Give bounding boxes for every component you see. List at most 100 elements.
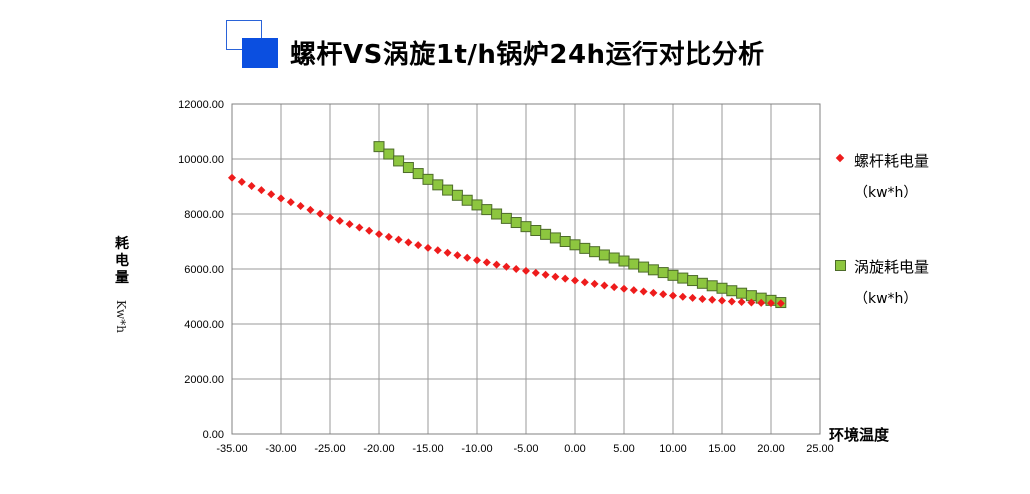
scroll-data-point	[618, 255, 630, 267]
scroll-data-point	[667, 269, 679, 281]
scroll-data-point	[696, 277, 708, 289]
screw-data-point	[453, 251, 462, 260]
scroll-data-point	[432, 179, 444, 191]
screw-data-point	[247, 181, 256, 190]
screw-data-point	[531, 268, 540, 277]
screw-data-point	[296, 202, 305, 211]
screw-data-point	[776, 299, 785, 308]
screw-data-point	[541, 270, 550, 279]
screw-data-point	[639, 287, 648, 296]
screw-data-point	[718, 296, 726, 305]
screw-data-point	[698, 294, 707, 303]
screw-data-point	[404, 238, 413, 247]
scroll-data-point	[481, 204, 493, 216]
x-tick-label: 0.00	[564, 443, 585, 455]
screw-data-point	[365, 226, 374, 235]
y-tick-label: 6000.00	[184, 264, 224, 276]
screw-data-point	[659, 290, 668, 299]
x-tick-label: 10.00	[659, 443, 687, 455]
screw-data-point	[757, 298, 766, 307]
title-icon	[226, 20, 282, 70]
scroll-data-point	[393, 155, 405, 167]
screw-data-point	[463, 253, 472, 262]
screw-data-point	[737, 298, 746, 306]
screw-data-point	[571, 276, 579, 285]
y-tick-label: 10000.00	[178, 154, 224, 166]
screw-data-point	[433, 246, 442, 255]
scroll-data-point	[510, 217, 522, 229]
chart-title: 螺杆VS涡旋1t/h锅炉24h运行对比分析	[290, 40, 765, 70]
scroll-data-point	[500, 212, 512, 224]
scroll-data-point	[520, 221, 532, 233]
scroll-data-point	[549, 232, 561, 244]
plot-frame	[231, 103, 821, 435]
scroll-data-point	[540, 228, 552, 240]
screw-data-point	[708, 295, 717, 304]
screw-data-point	[551, 272, 560, 281]
scroll-data-point	[373, 141, 385, 153]
scroll-data-point	[598, 249, 610, 261]
scroll-data-point	[451, 189, 463, 201]
screw-data-point	[394, 235, 403, 244]
screw-data-point	[443, 248, 452, 257]
screw-data-point	[345, 220, 354, 229]
screw-data-point	[335, 216, 344, 225]
y-tick-label: 8000.00	[184, 209, 224, 221]
scroll-data-point	[589, 246, 601, 258]
screw-data-point	[326, 213, 334, 222]
screw-data-point	[727, 297, 736, 306]
scroll-data-point	[461, 194, 473, 206]
screw-data-point	[306, 205, 315, 214]
scroll-data-point	[559, 236, 571, 247]
y-axis-unit: Kw*h	[114, 300, 128, 333]
scroll-data-point	[726, 285, 738, 297]
screw-data-point	[228, 173, 236, 182]
screw-data-point	[580, 278, 589, 287]
legend-label-scroll: 涡旋耗电量	[854, 258, 930, 276]
screw-data-point	[414, 241, 423, 250]
screw-data-point	[424, 243, 432, 252]
scroll-data-point	[402, 162, 414, 174]
screw-data-point	[237, 177, 246, 186]
x-tick-label: 25.00	[806, 443, 834, 455]
screw-data-point	[482, 258, 491, 267]
scroll-data-point	[687, 275, 699, 287]
screw-data-point	[600, 281, 609, 290]
y-tick-label: 2000.00	[184, 374, 224, 386]
scroll-data-point	[442, 184, 454, 196]
scroll-data-point	[628, 258, 640, 270]
screw-data-point	[649, 288, 658, 297]
x-tick-label: -30.00	[265, 443, 296, 455]
scroll-data-point	[608, 252, 620, 264]
screw-data-point	[561, 274, 570, 283]
x-tick-label: 20.00	[757, 443, 785, 455]
x-axis-label: 环境温度	[829, 426, 890, 444]
scroll-data-point	[706, 280, 718, 292]
x-tick-label: -10.00	[461, 443, 492, 455]
scroll-data-point	[647, 264, 659, 276]
screw-data-point	[590, 279, 599, 288]
screw-data-point	[610, 283, 619, 292]
scroll-data-point	[579, 242, 591, 254]
scroll-data-point	[491, 208, 503, 220]
x-tick-label: -25.00	[314, 443, 345, 455]
screw-data-point	[629, 286, 638, 295]
screw-data-point	[669, 291, 677, 300]
screw-data-point	[688, 293, 697, 302]
screw-data-point	[355, 223, 364, 232]
x-tick-label: -5.00	[513, 443, 538, 455]
scroll-data-point	[530, 225, 542, 236]
screw-data-point	[502, 262, 511, 271]
y-axis-label: 耗电量	[115, 236, 129, 286]
screw-data-point	[512, 265, 521, 273]
screw-data-point	[473, 256, 481, 265]
screw-data-point	[767, 299, 775, 308]
x-tick-label: -20.00	[363, 443, 394, 455]
screw-data-point	[747, 298, 756, 307]
scroll-data-point	[638, 261, 650, 273]
legend-square-marker	[835, 260, 846, 271]
legend-label-screw: 螺杆耗电量	[854, 152, 930, 170]
screw-data-point	[316, 209, 325, 218]
screw-data-point	[678, 292, 687, 301]
